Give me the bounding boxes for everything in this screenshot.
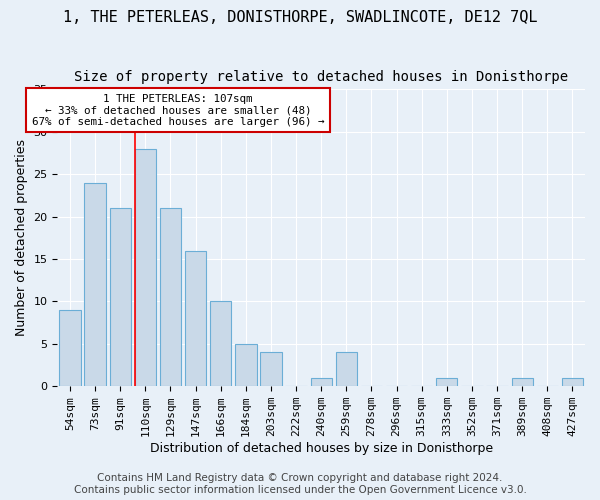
Bar xyxy=(210,302,232,386)
Text: 1 THE PETERLEAS: 107sqm
← 33% of detached houses are smaller (48)
67% of semi-de: 1 THE PETERLEAS: 107sqm ← 33% of detache… xyxy=(32,94,324,127)
Y-axis label: Number of detached properties: Number of detached properties xyxy=(15,140,28,336)
Bar xyxy=(260,352,281,386)
Bar xyxy=(160,208,181,386)
Bar xyxy=(335,352,357,386)
Bar xyxy=(59,310,80,386)
Bar xyxy=(311,378,332,386)
Bar xyxy=(512,378,533,386)
Bar xyxy=(562,378,583,386)
Bar xyxy=(110,208,131,386)
Bar xyxy=(185,250,206,386)
Bar xyxy=(235,344,257,386)
Bar xyxy=(85,182,106,386)
Bar xyxy=(436,378,457,386)
X-axis label: Distribution of detached houses by size in Donisthorpe: Distribution of detached houses by size … xyxy=(149,442,493,455)
Text: 1, THE PETERLEAS, DONISTHORPE, SWADLINCOTE, DE12 7QL: 1, THE PETERLEAS, DONISTHORPE, SWADLINCO… xyxy=(63,10,537,25)
Title: Size of property relative to detached houses in Donisthorpe: Size of property relative to detached ho… xyxy=(74,70,568,84)
Bar xyxy=(134,148,156,386)
Text: Contains HM Land Registry data © Crown copyright and database right 2024.
Contai: Contains HM Land Registry data © Crown c… xyxy=(74,474,526,495)
